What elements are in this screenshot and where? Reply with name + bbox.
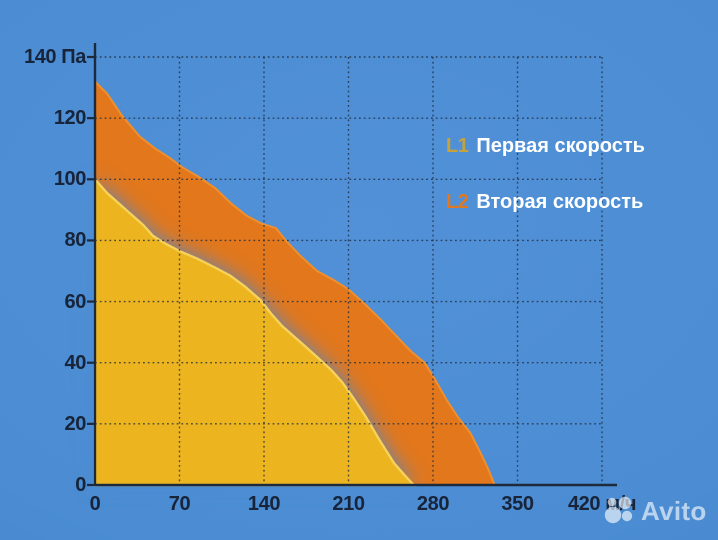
y-tick-label: 120: [53, 107, 87, 130]
x-tick-label: 70: [168, 493, 191, 515]
legend-item-l2: L2 Вторая скорость: [446, 190, 645, 214]
x-tick-label: 140: [247, 493, 281, 515]
legend-item-l1: L1 Первая скорость: [446, 134, 645, 158]
y-tick-label: 100: [53, 168, 87, 191]
x-tick-label: 210: [332, 493, 365, 515]
y-tick-label: 80: [64, 229, 87, 252]
y-tick-label: 140 Па: [23, 46, 86, 68]
legend: L1 Первая скорость L2 Вторая скорость: [446, 134, 645, 214]
x-tick-label: 280: [416, 493, 450, 515]
avito-watermark: Avito: [601, 494, 707, 528]
x-tick-label: 420 м/ч: [567, 493, 637, 515]
x-tick-label: 350: [501, 493, 534, 515]
axes: [87, 43, 617, 487]
avito-watermark-text: Avito: [641, 496, 707, 526]
y-tick-label: 20: [64, 412, 87, 435]
l1-series-label: Первая скорость: [476, 135, 645, 157]
x-tick-label: 0: [89, 493, 101, 515]
l2-series-label: Вторая скорость: [476, 191, 644, 213]
y-tick-label: 0: [75, 474, 86, 496]
l1-series-tag: L1: [446, 135, 469, 157]
y-tick-label: 40: [64, 351, 87, 374]
l2-series-tag: L2: [446, 191, 469, 213]
l1-first-speed-area: [93, 176, 417, 487]
gridlines: [95, 56, 603, 485]
y-tick-label: 60: [64, 290, 87, 313]
avito-logo-icon: [604, 496, 633, 524]
